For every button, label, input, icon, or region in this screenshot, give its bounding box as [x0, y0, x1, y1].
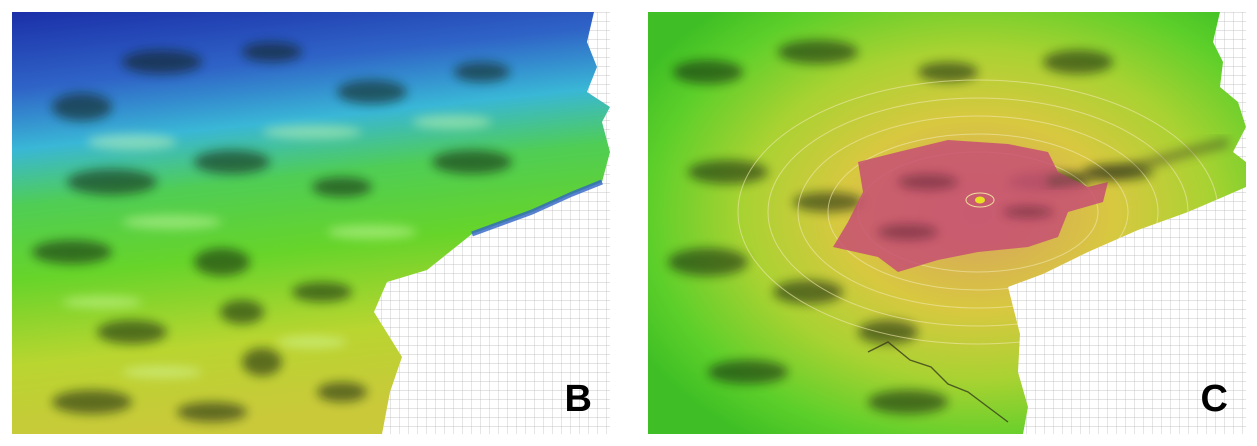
terrain-render-c [648, 12, 1246, 434]
panel-label-c: C [1201, 380, 1228, 418]
terrain-render-b [12, 12, 610, 434]
terrain-panel-b: B [12, 12, 610, 434]
terrain-panel-c: C [648, 12, 1246, 434]
panel-label-b: B [565, 380, 592, 418]
source-point-icon [975, 197, 985, 204]
